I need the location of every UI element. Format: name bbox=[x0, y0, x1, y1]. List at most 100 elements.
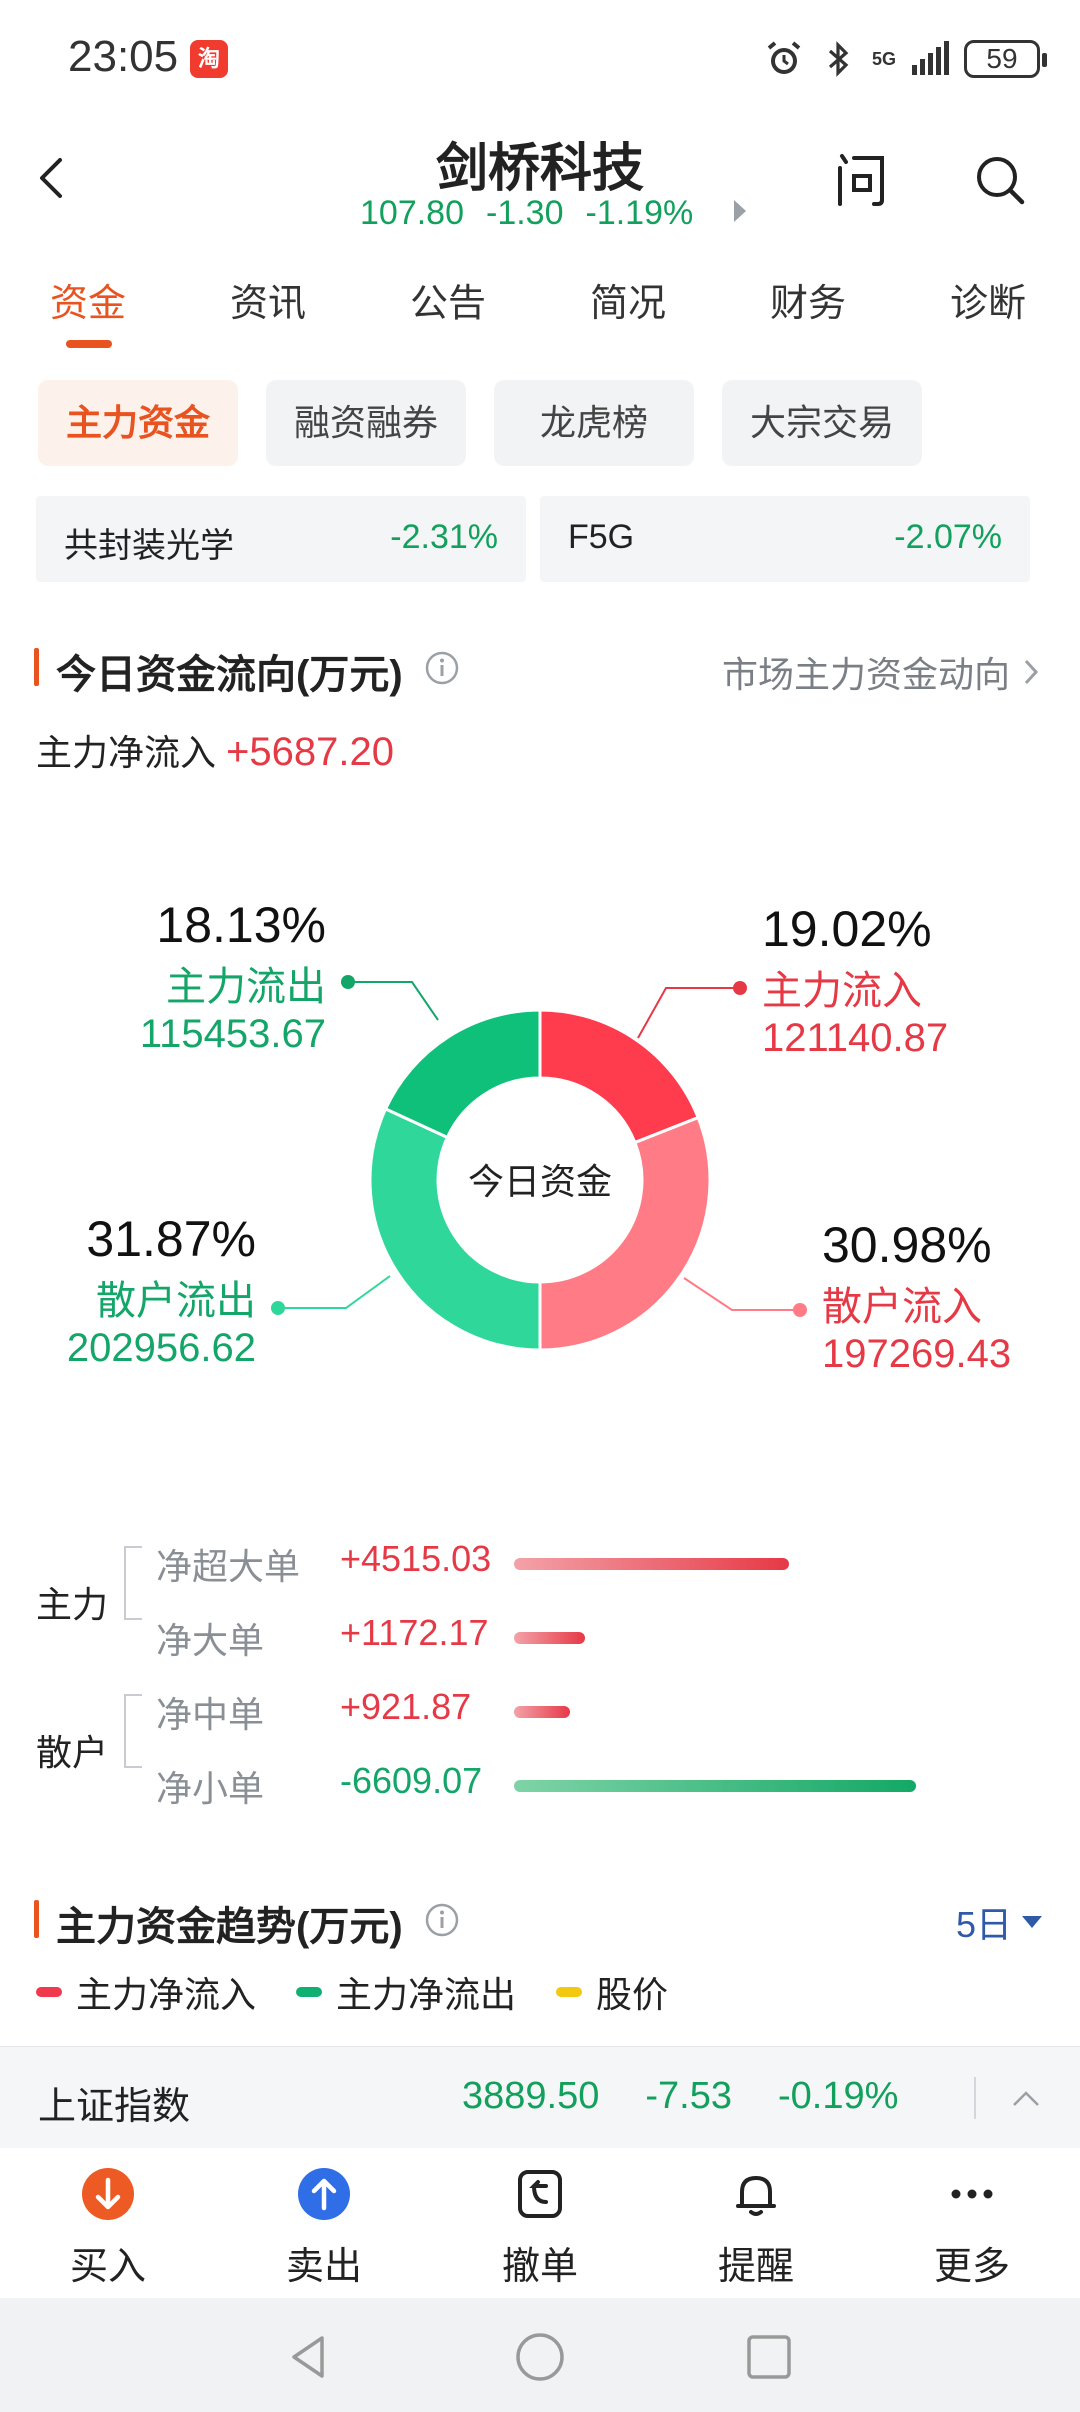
subtab-main-funds[interactable]: 主力资金 bbox=[38, 380, 238, 466]
net-inflow-value: +5687.20 bbox=[226, 730, 394, 774]
legend-swatch bbox=[36, 1987, 62, 1997]
retail-in-pct: 30.98% bbox=[822, 1217, 992, 1273]
main-in-label: 主力流入 bbox=[762, 969, 922, 1013]
more-dots-icon bbox=[951, 2189, 993, 2199]
group-retail-bracket bbox=[124, 1694, 142, 1768]
index-values: 3889.50 -7.53 -0.19% bbox=[462, 2075, 898, 2118]
tab-financials[interactable]: 财务 bbox=[770, 283, 847, 325]
signal-icon bbox=[912, 41, 949, 75]
concept-item[interactable]: F5G -2.07% bbox=[540, 496, 1030, 582]
network-label: 5G bbox=[871, 49, 896, 69]
concept-item[interactable]: 共封装光学 -2.31% bbox=[36, 496, 526, 582]
legend-label: 主力净流入 bbox=[76, 1974, 257, 2015]
section-accent-bar bbox=[34, 648, 39, 686]
tab-news[interactable]: 资讯 bbox=[230, 283, 307, 325]
concept-name: F5G bbox=[568, 518, 635, 556]
section-accent-bar bbox=[34, 1900, 39, 1938]
more-button[interactable]: 更多 bbox=[902, 2166, 1042, 2290]
subtab-block-trade[interactable]: 大宗交易 bbox=[722, 380, 922, 466]
cancel-order-button[interactable]: 撤单 bbox=[470, 2166, 610, 2290]
cancel-order-icon bbox=[518, 2170, 562, 2218]
index-ticker-bar[interactable]: 上证指数 3889.50 -7.53 -0.19% bbox=[0, 2046, 1080, 2148]
buy-button[interactable]: 买入 bbox=[38, 2166, 178, 2290]
subtab-margin[interactable]: 融资融券 bbox=[266, 380, 466, 466]
row-bar bbox=[514, 1706, 571, 1718]
leader-dot-main-out bbox=[341, 975, 355, 989]
chevron-up-icon[interactable] bbox=[1010, 2083, 1042, 2113]
row-name: 净大单 bbox=[156, 1620, 265, 1661]
taobao-app-icon: 淘 bbox=[190, 40, 228, 78]
quote-arrow-icon[interactable] bbox=[734, 200, 746, 222]
nav-back-icon[interactable] bbox=[282, 2330, 336, 2384]
alert-button[interactable]: 提醒 bbox=[686, 2166, 826, 2290]
system-nav-bar bbox=[0, 2298, 1080, 2412]
market-funds-link-label: 市场主力资金动向 bbox=[721, 654, 1010, 695]
label-main-in: 19.02% 主力流入 121140.87 bbox=[762, 900, 948, 1061]
row-name: 净中单 bbox=[156, 1694, 265, 1735]
nav-recents-icon[interactable] bbox=[742, 2330, 796, 2384]
retail-in-label: 散户流入 bbox=[822, 1285, 982, 1329]
tab-funds[interactable]: 资金 bbox=[50, 283, 127, 325]
retail-out-amount: 202956.62 bbox=[66, 1326, 256, 1370]
arrow-up-circle-icon bbox=[298, 2168, 350, 2220]
buy-label: 买入 bbox=[69, 2246, 146, 2288]
divider bbox=[974, 2077, 976, 2119]
group-main-bracket bbox=[124, 1546, 142, 1620]
concept-name: 共封装光学 bbox=[64, 527, 234, 565]
stock-price: 107.80 bbox=[360, 194, 464, 232]
main-in-pct: 19.02% bbox=[762, 901, 932, 957]
ask-icon[interactable] bbox=[832, 150, 892, 210]
donut-segment-main-out bbox=[383, 1008, 542, 1140]
legend-swatch bbox=[296, 1987, 323, 1997]
search-icon[interactable] bbox=[970, 150, 1030, 210]
period-selector[interactable]: 5日 bbox=[956, 1896, 1042, 1948]
label-retail-in: 30.98% 散户流入 197269.43 bbox=[822, 1216, 1011, 1377]
index-value: 3889.50 bbox=[462, 2075, 600, 2117]
row-value: +4515.03 bbox=[340, 1538, 492, 1579]
trade-actions-bar: 买入 卖出 撤单 提醒 更多 bbox=[0, 2150, 1080, 2298]
sell-button[interactable]: 卖出 bbox=[254, 2166, 394, 2290]
legend-item: 主力净流入 bbox=[36, 1966, 256, 2018]
tab-profile[interactable]: 简况 bbox=[590, 283, 667, 325]
retail-out-label: 散户流出 bbox=[96, 1279, 256, 1323]
label-main-out: 18.13% 主力流出 115453.67 bbox=[120, 896, 326, 1057]
main-out-amount: 115453.67 bbox=[139, 1012, 326, 1056]
bluetooth-icon bbox=[828, 41, 849, 77]
stock-change: -1.30 bbox=[486, 194, 564, 232]
trend-legend: 主力净流入 主力净流出 股价 bbox=[36, 1966, 668, 2018]
battery-icon: 59 bbox=[964, 40, 1047, 78]
label-retail-out: 31.87% 散户流出 202956.62 bbox=[46, 1210, 256, 1371]
stock-name[interactable]: 剑桥科技 bbox=[435, 140, 644, 198]
status-time: 23:05 bbox=[68, 32, 179, 81]
tab-diagnosis[interactable]: 诊断 bbox=[950, 283, 1027, 325]
info-icon[interactable] bbox=[424, 650, 460, 686]
legend-label: 股价 bbox=[596, 1974, 669, 2015]
row-name: 净小单 bbox=[156, 1768, 265, 1809]
concept-change: -2.07% bbox=[894, 518, 1002, 556]
more-label: 更多 bbox=[933, 2246, 1010, 2288]
retail-out-pct: 31.87% bbox=[86, 1211, 256, 1267]
donut-segment-retail-in bbox=[538, 1115, 712, 1352]
stock-quote: 107.80 -1.30 -1.19% bbox=[360, 194, 693, 233]
info-icon[interactable] bbox=[424, 1902, 460, 1938]
net-inflow-row: 主力净流入 +5687.20 bbox=[36, 724, 394, 776]
arrow-down-circle-icon bbox=[82, 2168, 134, 2220]
nav-home-icon[interactable] bbox=[513, 2330, 567, 2384]
main-in-amount: 121140.87 bbox=[762, 1016, 949, 1060]
donut-segment-retail-out bbox=[368, 1106, 542, 1352]
index-name: 上证指数 bbox=[38, 2086, 191, 2128]
row-value: -6609.07 bbox=[340, 1760, 483, 1801]
leader-dot-retail-out bbox=[271, 1301, 285, 1315]
tab-announcements[interactable]: 公告 bbox=[410, 283, 487, 325]
market-funds-link[interactable]: 市场主力资金动向 bbox=[722, 646, 1040, 698]
status-icons: 5G 59 bbox=[764, 36, 1047, 82]
subtab-dragon-tiger[interactable]: 龙虎榜 bbox=[494, 380, 694, 466]
donut-center-label: 今日资金 bbox=[468, 1161, 612, 1202]
main-out-label: 主力流出 bbox=[166, 965, 326, 1009]
concept-change: -2.31% bbox=[390, 518, 498, 556]
row-value: +921.87 bbox=[340, 1686, 472, 1727]
back-arrow-icon[interactable] bbox=[30, 148, 70, 208]
legend-item: 主力净流出 bbox=[296, 1966, 516, 2018]
leader-dot-retail-in bbox=[793, 1303, 807, 1317]
donut-svg: 今日资金 bbox=[271, 975, 807, 1352]
